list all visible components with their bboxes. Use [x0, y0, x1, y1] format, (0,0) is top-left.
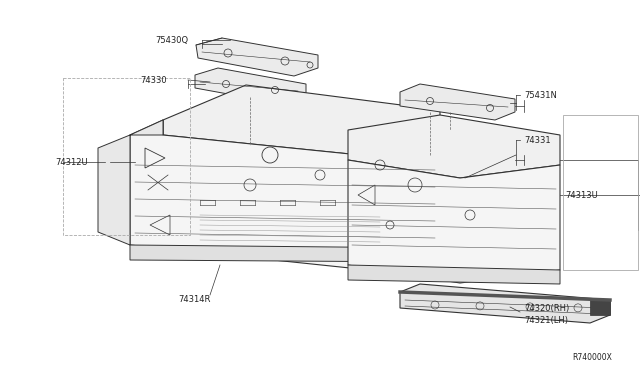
Polygon shape — [163, 85, 440, 155]
Polygon shape — [590, 300, 610, 315]
Text: R740000X: R740000X — [572, 353, 612, 362]
Polygon shape — [130, 120, 440, 268]
Text: 74314R: 74314R — [178, 295, 211, 305]
Text: 74312U: 74312U — [55, 157, 88, 167]
Text: 74330: 74330 — [140, 76, 166, 84]
Polygon shape — [400, 284, 610, 323]
Polygon shape — [400, 84, 515, 120]
Polygon shape — [98, 120, 163, 245]
Text: 74320(RH): 74320(RH) — [524, 304, 569, 312]
Polygon shape — [130, 245, 440, 262]
Polygon shape — [195, 68, 306, 104]
Polygon shape — [348, 160, 560, 283]
Polygon shape — [348, 115, 560, 178]
Polygon shape — [196, 38, 318, 76]
Text: 74313U: 74313U — [565, 190, 598, 199]
Text: 74321(LH): 74321(LH) — [524, 315, 568, 324]
Text: 74331: 74331 — [524, 135, 550, 144]
Text: 75431N: 75431N — [524, 90, 557, 99]
Text: 75430Q: 75430Q — [155, 35, 188, 45]
Polygon shape — [348, 265, 560, 284]
